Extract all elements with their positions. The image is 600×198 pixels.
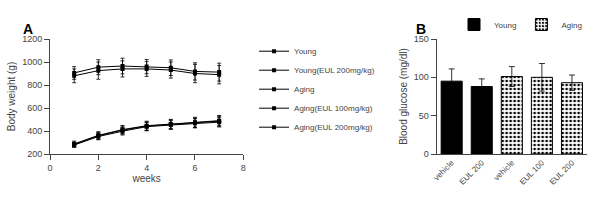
svg-text:EUL 100: EUL 100 xyxy=(518,158,547,187)
svg-text:B: B xyxy=(416,21,426,37)
svg-text:Young(EUL 200mg/kg): Young(EUL 200mg/kg) xyxy=(294,66,375,75)
svg-text:EUL 200: EUL 200 xyxy=(548,158,577,187)
svg-text:Aging(EUL 200mg/kg): Aging(EUL 200mg/kg) xyxy=(294,123,373,132)
svg-text:200: 200 xyxy=(27,149,42,159)
svg-text:6: 6 xyxy=(192,163,197,173)
svg-text:weeks: weeks xyxy=(131,173,160,184)
svg-text:400: 400 xyxy=(27,126,42,136)
svg-text:100: 100 xyxy=(414,72,429,82)
svg-text:vehicle: vehicle xyxy=(492,158,516,182)
svg-text:Aging: Aging xyxy=(294,85,314,94)
svg-text:2: 2 xyxy=(96,163,101,173)
svg-text:Blood glucose (mg/dl): Blood glucose (mg/dl) xyxy=(398,48,409,145)
svg-text:Aging(EUL 100mg/kg): Aging(EUL 100mg/kg) xyxy=(294,104,373,113)
svg-text:vehicle: vehicle xyxy=(432,158,456,182)
svg-text:150: 150 xyxy=(414,34,429,44)
svg-text:Young: Young xyxy=(294,47,316,56)
svg-text:8: 8 xyxy=(241,163,246,173)
svg-text:0: 0 xyxy=(47,163,52,173)
svg-text:Body weight (g): Body weight (g) xyxy=(6,62,17,131)
svg-text:1200: 1200 xyxy=(22,34,42,44)
svg-text:50: 50 xyxy=(419,111,429,121)
svg-text:800: 800 xyxy=(27,80,42,90)
svg-text:Young: Young xyxy=(494,21,516,30)
svg-text:A: A xyxy=(23,21,33,37)
svg-text:Aging: Aging xyxy=(561,21,581,30)
svg-text:0: 0 xyxy=(424,149,429,159)
svg-text:600: 600 xyxy=(27,103,42,113)
svg-text:EUL 200: EUL 200 xyxy=(458,158,487,187)
svg-text:4: 4 xyxy=(144,163,149,173)
svg-text:1000: 1000 xyxy=(22,57,42,67)
